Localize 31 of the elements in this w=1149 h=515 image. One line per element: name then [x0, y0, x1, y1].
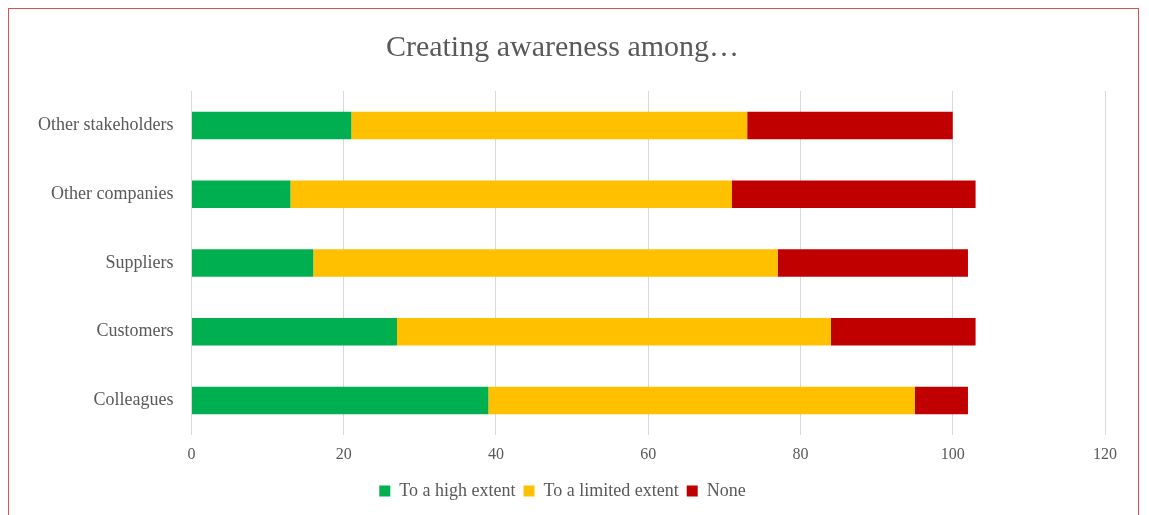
- x-tick-label: 40: [487, 444, 504, 462]
- bar: [777, 249, 968, 277]
- legend-label: To a high extent: [399, 479, 516, 500]
- legend-label: None: [706, 479, 746, 500]
- bar: [397, 317, 831, 346]
- y-tick-label: Customers: [96, 320, 174, 341]
- chart-title: Creating awareness among…: [385, 28, 740, 62]
- x-tick-label: 80: [792, 444, 809, 462]
- bar: [191, 317, 397, 346]
- legend-label: To a limited extent: [543, 479, 679, 500]
- bar: [191, 386, 489, 415]
- bar: [731, 180, 976, 208]
- y-tick-label: Colleagues: [93, 389, 174, 410]
- bar: [191, 249, 314, 277]
- x-tick-label: 60: [640, 444, 657, 462]
- x-tick-label: 20: [335, 444, 352, 462]
- y-tick-label: Suppliers: [105, 251, 174, 272]
- bar: [830, 317, 976, 346]
- x-tick-label: 100: [940, 444, 965, 462]
- bar: [747, 111, 953, 140]
- bar: [191, 111, 352, 140]
- bar: [313, 249, 778, 277]
- y-tick-label: Other stakeholders: [37, 114, 174, 135]
- bar: [191, 180, 291, 208]
- x-tick-label: 120: [1093, 444, 1117, 462]
- bar: [488, 386, 915, 415]
- x-tick-label: 0: [187, 444, 196, 462]
- bar: [290, 180, 732, 208]
- bar: [351, 111, 748, 140]
- y-tick-label: Other companies: [50, 182, 174, 203]
- bar: [914, 386, 968, 415]
